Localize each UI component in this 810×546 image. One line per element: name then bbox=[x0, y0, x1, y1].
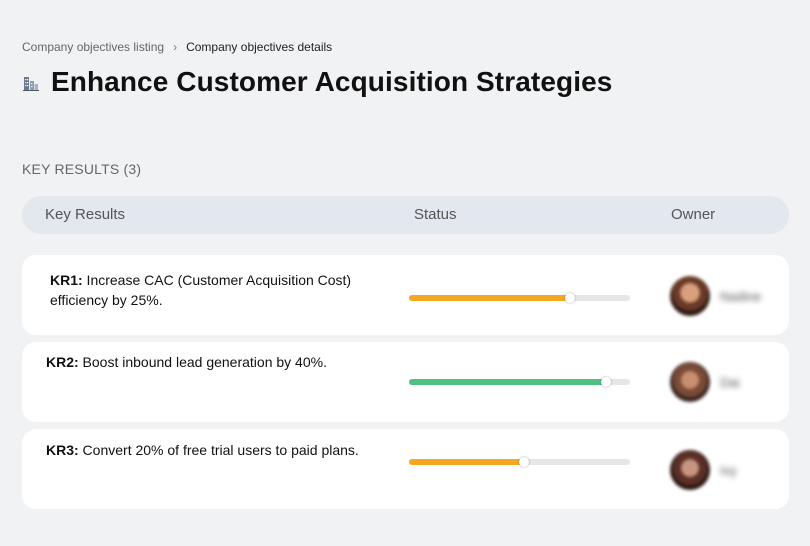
column-header-status: Status bbox=[414, 206, 457, 223]
key-result-id: KR3: bbox=[46, 442, 79, 458]
owner-name: Nadine bbox=[720, 289, 762, 304]
key-result-row[interactable]: KR1: Increase CAC (Customer Acquisition … bbox=[22, 255, 789, 335]
owner-avatar bbox=[670, 276, 710, 316]
key-result-description: Increase CAC (Customer Acquisition Cost)… bbox=[50, 272, 352, 308]
status-progress-bar bbox=[409, 457, 630, 467]
owner-avatar bbox=[670, 362, 710, 402]
status-progress-handle[interactable] bbox=[565, 293, 576, 303]
status-progress-bar bbox=[409, 377, 630, 387]
status-progress-fill bbox=[409, 295, 571, 301]
breadcrumb-current: Company objectives details bbox=[186, 40, 333, 54]
status-progress-handle[interactable] bbox=[600, 377, 611, 387]
key-result-text[interactable]: KR3: Convert 20% of free trial users to … bbox=[46, 440, 361, 460]
breadcrumb-parent-link[interactable]: Company objectives listing bbox=[22, 40, 165, 54]
key-results-section-title: KEY RESULTS (3) bbox=[22, 161, 142, 177]
owner-avatar bbox=[670, 450, 710, 490]
owner-name: Ivy bbox=[720, 463, 737, 478]
status-progress-bar bbox=[409, 293, 630, 303]
page-header: Enhance Customer Acquisition Strategies bbox=[22, 66, 612, 98]
key-result-description: Boost inbound lead generation by 40%. bbox=[78, 354, 327, 370]
key-result-id: KR2: bbox=[46, 354, 79, 370]
office-building-icon bbox=[23, 77, 39, 91]
key-results-table-header: Key Results Status Owner bbox=[22, 196, 789, 234]
status-progress-fill bbox=[409, 379, 606, 385]
breadcrumb-separator-icon: › bbox=[173, 40, 178, 54]
page-title: Enhance Customer Acquisition Strategies bbox=[51, 66, 613, 97]
key-result-description: Convert 20% of free trial users to paid … bbox=[78, 442, 359, 458]
column-header-key-results: Key Results bbox=[45, 206, 126, 223]
column-header-owner: Owner bbox=[671, 206, 716, 223]
key-result-text[interactable]: KR2: Boost inbound lead generation by 40… bbox=[46, 352, 361, 372]
breadcrumb: Company objectives listing › Company obj… bbox=[22, 40, 332, 54]
key-result-text[interactable]: KR1: Increase CAC (Customer Acquisition … bbox=[50, 270, 365, 310]
key-result-row[interactable]: KR2: Boost inbound lead generation by 40… bbox=[22, 342, 789, 422]
key-result-row[interactable]: KR3: Convert 20% of free trial users to … bbox=[22, 429, 789, 509]
status-progress-handle[interactable] bbox=[518, 457, 529, 467]
owner-name: Dai bbox=[720, 375, 740, 390]
key-result-id: KR1: bbox=[50, 272, 83, 288]
status-progress-fill bbox=[409, 459, 524, 465]
